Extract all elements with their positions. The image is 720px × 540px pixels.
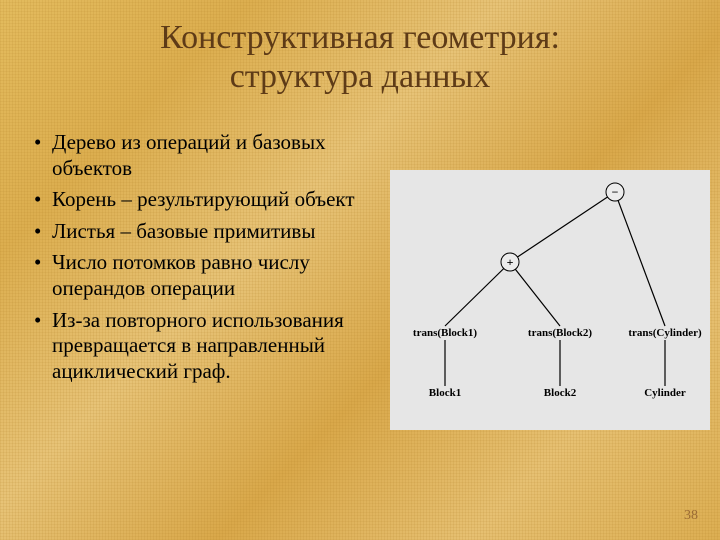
list-item: Корень – результирующий объект <box>30 187 360 213</box>
bullet-text: Корень – результирующий объект <box>52 187 355 211</box>
slide-content: Дерево из операций и базовых объектов Ко… <box>30 130 700 520</box>
bullet-text: Дерево из операций и базовых объектов <box>52 130 326 180</box>
svg-text:+: + <box>507 255 514 269</box>
bullet-text: Из-за повторного использования превращае… <box>52 308 344 383</box>
page-number: 38 <box>684 508 698 524</box>
slide: Конструктивная геометрия: структура данн… <box>0 0 720 540</box>
title-line-2: структура данных <box>230 58 491 95</box>
csg-tree-diagram: − + trans(Block1) trans(Block2) trans(Cylind… <box>390 170 710 430</box>
svg-text:trans(Block2): trans(Block2) <box>528 327 593 339</box>
list-item: Число потомков равно числу операндов опе… <box>30 250 360 301</box>
slide-title: Конструктивная геометрия: структура данн… <box>0 0 720 96</box>
tree-svg: − + trans(Block1) trans(Block2) trans(Cylind… <box>390 170 710 430</box>
svg-text:trans(Cylinder): trans(Cylinder) <box>628 327 702 339</box>
svg-text:Cylinder: Cylinder <box>644 387 686 399</box>
list-item: Из-за повторного использования превращае… <box>30 308 360 385</box>
bullet-text: Листья – базовые примитивы <box>52 219 315 243</box>
svg-text:trans(Block1): trans(Block1) <box>413 327 478 339</box>
svg-text:Block1: Block1 <box>429 387 461 399</box>
svg-text:Block2: Block2 <box>544 387 577 399</box>
bullet-text: Число потомков равно числу операндов опе… <box>52 250 310 300</box>
list-item: Листья – базовые примитивы <box>30 219 360 245</box>
bullet-list: Дерево из операций и базовых объектов Ко… <box>30 130 360 384</box>
list-item: Дерево из операций и базовых объектов <box>30 130 360 181</box>
title-line-1: Конструктивная геометрия: <box>160 19 560 56</box>
svg-text:−: − <box>612 185 619 199</box>
